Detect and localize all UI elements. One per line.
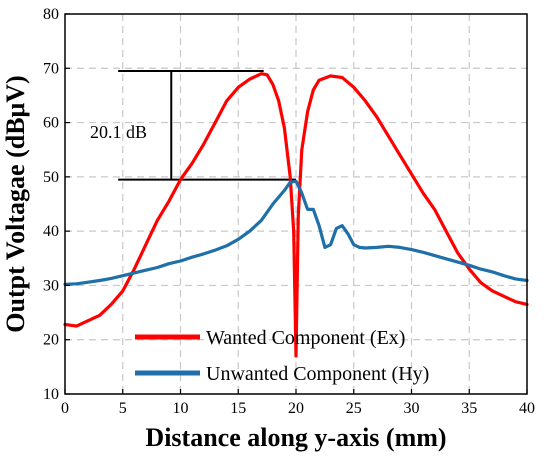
legend-label-wanted: Wanted Component (Ex) [206,327,405,349]
series-line-wanted [63,72,529,358]
y-tick-label: 60 [43,115,59,132]
annotation-label: 20.1 dB [90,122,147,142]
y-tick-label: 50 [43,169,59,186]
y-axis-title: Outpt Voltagae (dBμV) [1,75,30,332]
legend-label-unwanted: Unwanted Component (Hy) [206,363,429,385]
y-tick-label: 30 [43,277,59,294]
y-tick-label: 10 [43,386,59,403]
series-line-unwanted [63,179,529,286]
annotation-group: 20.1 dB [90,70,296,181]
x-axis-title: Distance along y-axis (mm) [145,423,446,452]
y-tick-label: 80 [43,6,59,23]
axis-ticks: 0 5 10 15 20 25 30 35 40 10 20 30 40 50 60 70 80 [43,6,535,417]
legend: Wanted Component (Ex) Unwanted Component… [135,327,429,385]
y-tick-label: 70 [43,60,59,77]
x-tick-label: 15 [230,400,246,417]
x-tick-label: 0 [61,400,69,417]
series-lines [63,72,529,358]
x-tick-label: 20 [288,400,304,417]
x-tick-label: 25 [346,400,362,417]
x-tick-label: 5 [119,400,127,417]
x-tick-label: 40 [519,400,535,417]
x-tick-label: 35 [461,400,477,417]
y-tick-label: 20 [43,332,59,349]
x-tick-label: 30 [404,400,420,417]
y-tick-label: 40 [43,223,59,240]
x-tick-label: 10 [173,400,189,417]
